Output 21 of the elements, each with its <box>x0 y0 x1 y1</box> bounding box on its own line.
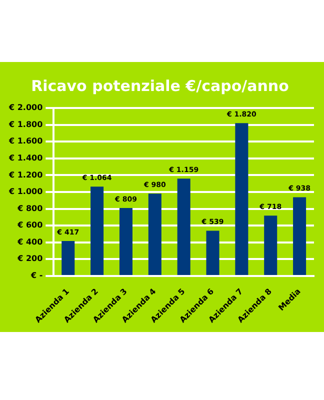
y-tick-label: € 1.000 <box>8 187 44 196</box>
bar <box>206 230 220 275</box>
bar <box>148 194 162 275</box>
y-tick-label: € 1.200 <box>8 170 44 180</box>
bar <box>293 197 306 275</box>
y-tick-label: € 1.800 <box>8 120 44 129</box>
y-tick-label: € 600 <box>16 220 44 230</box>
bar <box>235 123 248 275</box>
bar <box>264 216 278 275</box>
y-tick-label: € 400 <box>16 237 44 246</box>
y-tick-label: € - <box>30 271 43 280</box>
y-tick-label: € 1.400 <box>8 153 44 162</box>
y-tick-label: € 2.000 <box>8 103 44 112</box>
y-tick-label: € 200 <box>16 254 44 264</box>
bar <box>177 178 190 275</box>
bar <box>119 208 132 275</box>
bar <box>90 186 104 275</box>
y-tick-label: € 1.600 <box>8 136 44 146</box>
y-tick-label: € 800 <box>16 204 44 213</box>
bar <box>62 240 75 275</box>
chart-title: Ricavo potenziale €/capo/anno <box>31 76 289 95</box>
